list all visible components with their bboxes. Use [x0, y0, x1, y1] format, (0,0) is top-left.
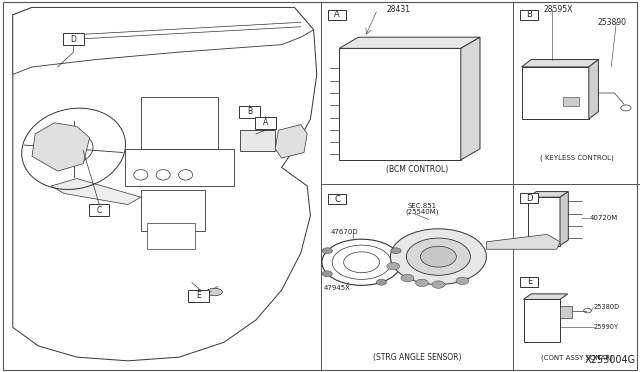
Bar: [141, 97, 218, 149]
Bar: [240, 130, 275, 151]
Circle shape: [401, 274, 414, 282]
Text: B: B: [526, 10, 532, 19]
Text: (CONT ASSY SONAR): (CONT ASSY SONAR): [541, 355, 612, 361]
PathPatch shape: [13, 7, 314, 74]
PathPatch shape: [339, 48, 461, 160]
PathPatch shape: [524, 299, 560, 342]
Bar: [520, 10, 538, 20]
Text: 47945X: 47945X: [324, 285, 351, 291]
Circle shape: [456, 277, 468, 285]
PathPatch shape: [589, 60, 598, 119]
Text: E: E: [196, 291, 201, 300]
Circle shape: [391, 248, 401, 254]
Text: 25990Y: 25990Y: [594, 324, 619, 330]
Bar: [255, 117, 276, 129]
PathPatch shape: [13, 7, 317, 361]
Circle shape: [387, 263, 400, 270]
Bar: [520, 277, 538, 287]
Text: (25540M): (25540M): [406, 209, 439, 215]
Text: D: D: [70, 35, 77, 44]
Bar: [560, 306, 572, 318]
Circle shape: [415, 279, 428, 286]
Text: 28595X: 28595X: [543, 5, 573, 14]
Bar: [520, 193, 538, 203]
Text: (BCM CONTROL): (BCM CONTROL): [386, 165, 449, 174]
Circle shape: [390, 229, 486, 285]
PathPatch shape: [560, 192, 568, 246]
PathPatch shape: [528, 197, 560, 246]
Text: C: C: [97, 206, 102, 215]
Text: ( KEYLESS CONTROL): ( KEYLESS CONTROL): [540, 155, 614, 161]
PathPatch shape: [522, 60, 598, 67]
Text: A: A: [335, 10, 340, 19]
Bar: [147, 223, 195, 249]
Text: (STRG ANGLE SENSOR): (STRG ANGLE SENSOR): [373, 353, 461, 362]
Bar: [328, 10, 346, 20]
Ellipse shape: [206, 288, 223, 296]
Text: D: D: [526, 194, 532, 203]
Bar: [188, 290, 209, 302]
Text: 253890: 253890: [598, 18, 627, 27]
Bar: [89, 204, 109, 216]
PathPatch shape: [524, 294, 568, 299]
PathPatch shape: [339, 37, 480, 48]
Bar: [141, 190, 205, 231]
Circle shape: [420, 246, 456, 267]
Text: 28431: 28431: [386, 5, 410, 14]
Text: B: B: [247, 107, 252, 116]
Text: A: A: [263, 118, 268, 127]
Text: SEC.851: SEC.851: [408, 203, 437, 209]
Text: X253004G: X253004G: [584, 355, 636, 365]
Circle shape: [322, 271, 332, 277]
Bar: [125, 149, 234, 186]
PathPatch shape: [275, 125, 307, 158]
PathPatch shape: [461, 37, 480, 160]
PathPatch shape: [51, 179, 141, 205]
PathPatch shape: [486, 234, 560, 249]
Bar: [63, 33, 84, 45]
Text: C: C: [334, 195, 340, 203]
Bar: [563, 97, 579, 106]
Text: 25380D: 25380D: [594, 304, 620, 310]
PathPatch shape: [32, 123, 90, 171]
Bar: [239, 106, 260, 118]
Text: 47670D: 47670D: [330, 229, 358, 235]
Bar: [328, 194, 346, 204]
Circle shape: [322, 248, 332, 254]
Circle shape: [432, 281, 445, 288]
Circle shape: [376, 279, 387, 285]
PathPatch shape: [528, 192, 568, 197]
Text: 40720M: 40720M: [590, 215, 618, 221]
Text: E: E: [527, 278, 532, 286]
Circle shape: [406, 238, 470, 275]
PathPatch shape: [522, 67, 589, 119]
